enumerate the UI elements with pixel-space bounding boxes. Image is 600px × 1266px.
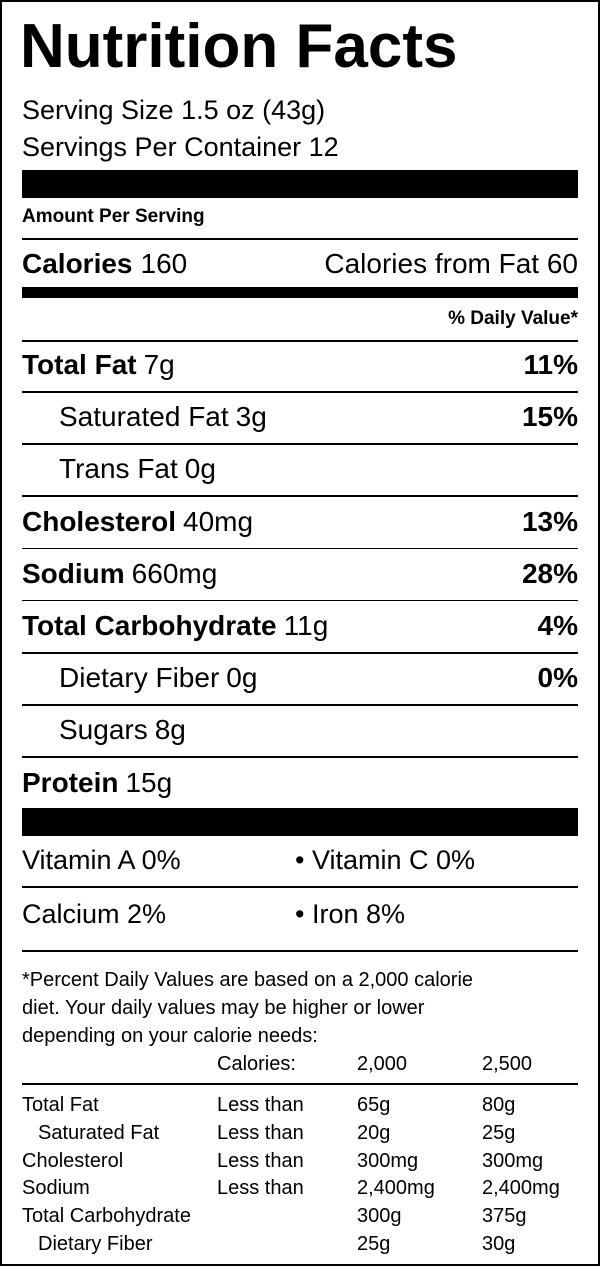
vitamin: Vitamin A 0% bbox=[22, 844, 181, 875]
nutrient-amount: 660mg bbox=[131, 557, 218, 589]
nutrient-row: Protein 15g bbox=[22, 766, 172, 800]
nutrient-row: Total Fat 7g bbox=[22, 348, 175, 382]
reference-value: 30g bbox=[482, 1233, 516, 1255]
reference-nutrient: Dietary Fiber bbox=[38, 1233, 153, 1255]
rule bbox=[22, 652, 578, 654]
daily-value: 28% bbox=[521, 558, 578, 589]
nutrient-row: Trans Fat 0g bbox=[59, 452, 216, 486]
rule bbox=[22, 391, 578, 393]
reference-value: 300mg bbox=[482, 1149, 544, 1172]
rule bbox=[22, 170, 578, 198]
reference-header: 2,000 bbox=[357, 1053, 408, 1075]
reference-value: 25g bbox=[357, 1233, 391, 1255]
reference-header: Calories: bbox=[217, 1053, 296, 1075]
daily-value: 4% bbox=[537, 610, 578, 642]
footnote: *Percent Daily Values are based on a 2,0… bbox=[22, 969, 474, 991]
nutrient-name: Sodium bbox=[22, 557, 125, 589]
calories-row: Calories 160 bbox=[22, 247, 187, 281]
nutrient-amount: 3g bbox=[235, 401, 267, 433]
nutrient-name: Trans Fat bbox=[59, 453, 178, 485]
reference-value: 300mg bbox=[357, 1149, 419, 1172]
nutrient-amount: 0g bbox=[184, 453, 216, 485]
reference-nutrient: Cholesterol bbox=[22, 1149, 124, 1172]
reference-header: 2,500 bbox=[482, 1053, 533, 1075]
reference-value: 25g bbox=[482, 1121, 516, 1144]
nutrient-amount: 40mg bbox=[183, 505, 254, 537]
vitamin: Calcium 2% bbox=[22, 898, 167, 929]
nutrient-name: Total Carbohydrate bbox=[22, 610, 277, 641]
nutrient-amount: 15g bbox=[125, 766, 173, 798]
reference-value: 65g bbox=[357, 1094, 391, 1116]
daily-value: 13% bbox=[521, 505, 578, 537]
calories-from-fat: Calories from Fat 60 bbox=[324, 248, 578, 280]
rule bbox=[22, 547, 578, 550]
nutrient-amount: 7g bbox=[143, 349, 175, 380]
nutrient-row: Sugars 8g bbox=[59, 713, 186, 747]
rule bbox=[22, 599, 578, 602]
reference-value: 2,400mg bbox=[357, 1177, 435, 1200]
rule bbox=[22, 1083, 578, 1085]
nutrient-row: Cholesterol 40mg bbox=[22, 505, 253, 539]
reference-nutrient: Total Fat bbox=[22, 1094, 99, 1116]
vitamin: • Vitamin C 0% bbox=[295, 844, 476, 875]
rule bbox=[22, 808, 578, 836]
nutrient-amount: 11g bbox=[283, 610, 329, 641]
calories-label: Calories bbox=[22, 248, 133, 279]
rule bbox=[22, 287, 578, 298]
footnote: depending on your calorie needs: bbox=[22, 1025, 318, 1047]
nutrient-name: Saturated Fat bbox=[59, 401, 229, 433]
servings-per-container: Servings Per Container 12 bbox=[22, 131, 339, 162]
reference-value: 20g bbox=[357, 1121, 391, 1144]
reference-limit: Less than bbox=[217, 1121, 304, 1144]
calories-value: 160 bbox=[140, 248, 188, 279]
nutrient-name: Cholesterol bbox=[22, 505, 177, 537]
nutrient-name: Total Fat bbox=[22, 349, 137, 380]
nutrient-row: Total Carbohydrate 11g bbox=[22, 609, 328, 643]
nutrient-name: Sugars bbox=[59, 714, 148, 746]
reference-nutrient: Sodium bbox=[22, 1177, 90, 1200]
nutrient-row: Sodium 660mg bbox=[22, 557, 217, 591]
nutrient-name: Dietary Fiber bbox=[59, 662, 220, 694]
reference-value: 2,400mg bbox=[482, 1177, 560, 1200]
serving-size: Serving Size 1.5 oz (43g) bbox=[22, 94, 326, 125]
reference-limit: Less than bbox=[217, 1177, 304, 1200]
nutrient-amount: 8g bbox=[154, 714, 186, 746]
title: Nutrition Facts bbox=[20, 11, 458, 81]
rule bbox=[22, 495, 578, 497]
amount-per-serving: Amount Per Serving bbox=[22, 205, 205, 227]
reference-limit: Less than bbox=[217, 1094, 304, 1116]
rule bbox=[22, 950, 578, 952]
rule bbox=[22, 238, 578, 240]
daily-value: 15% bbox=[521, 401, 578, 433]
rule bbox=[22, 340, 578, 342]
rule bbox=[22, 886, 578, 888]
reference-value: 300g bbox=[357, 1205, 402, 1228]
daily-value: 11% bbox=[523, 349, 579, 381]
nutrient-name: Protein bbox=[22, 766, 119, 798]
daily-value-header: % Daily Value* bbox=[448, 307, 578, 329]
rule bbox=[22, 756, 578, 758]
rule bbox=[22, 443, 578, 445]
reference-nutrient: Total Carbohydrate bbox=[22, 1205, 191, 1228]
nutrient-row: Saturated Fat 3g bbox=[59, 400, 267, 434]
nutrient-amount: 0g bbox=[226, 662, 258, 694]
footnote: diet. Your daily values may be higher or… bbox=[22, 997, 425, 1019]
daily-value: 0% bbox=[537, 662, 578, 694]
reference-limit: Less than bbox=[217, 1149, 304, 1172]
vitamin: • Iron 8% bbox=[295, 898, 406, 929]
reference-value: 80g bbox=[482, 1094, 516, 1116]
nutrient-row: Dietary Fiber 0g bbox=[59, 661, 257, 695]
reference-nutrient: Saturated Fat bbox=[38, 1121, 160, 1144]
reference-value: 375g bbox=[482, 1205, 527, 1228]
rule bbox=[22, 704, 578, 706]
